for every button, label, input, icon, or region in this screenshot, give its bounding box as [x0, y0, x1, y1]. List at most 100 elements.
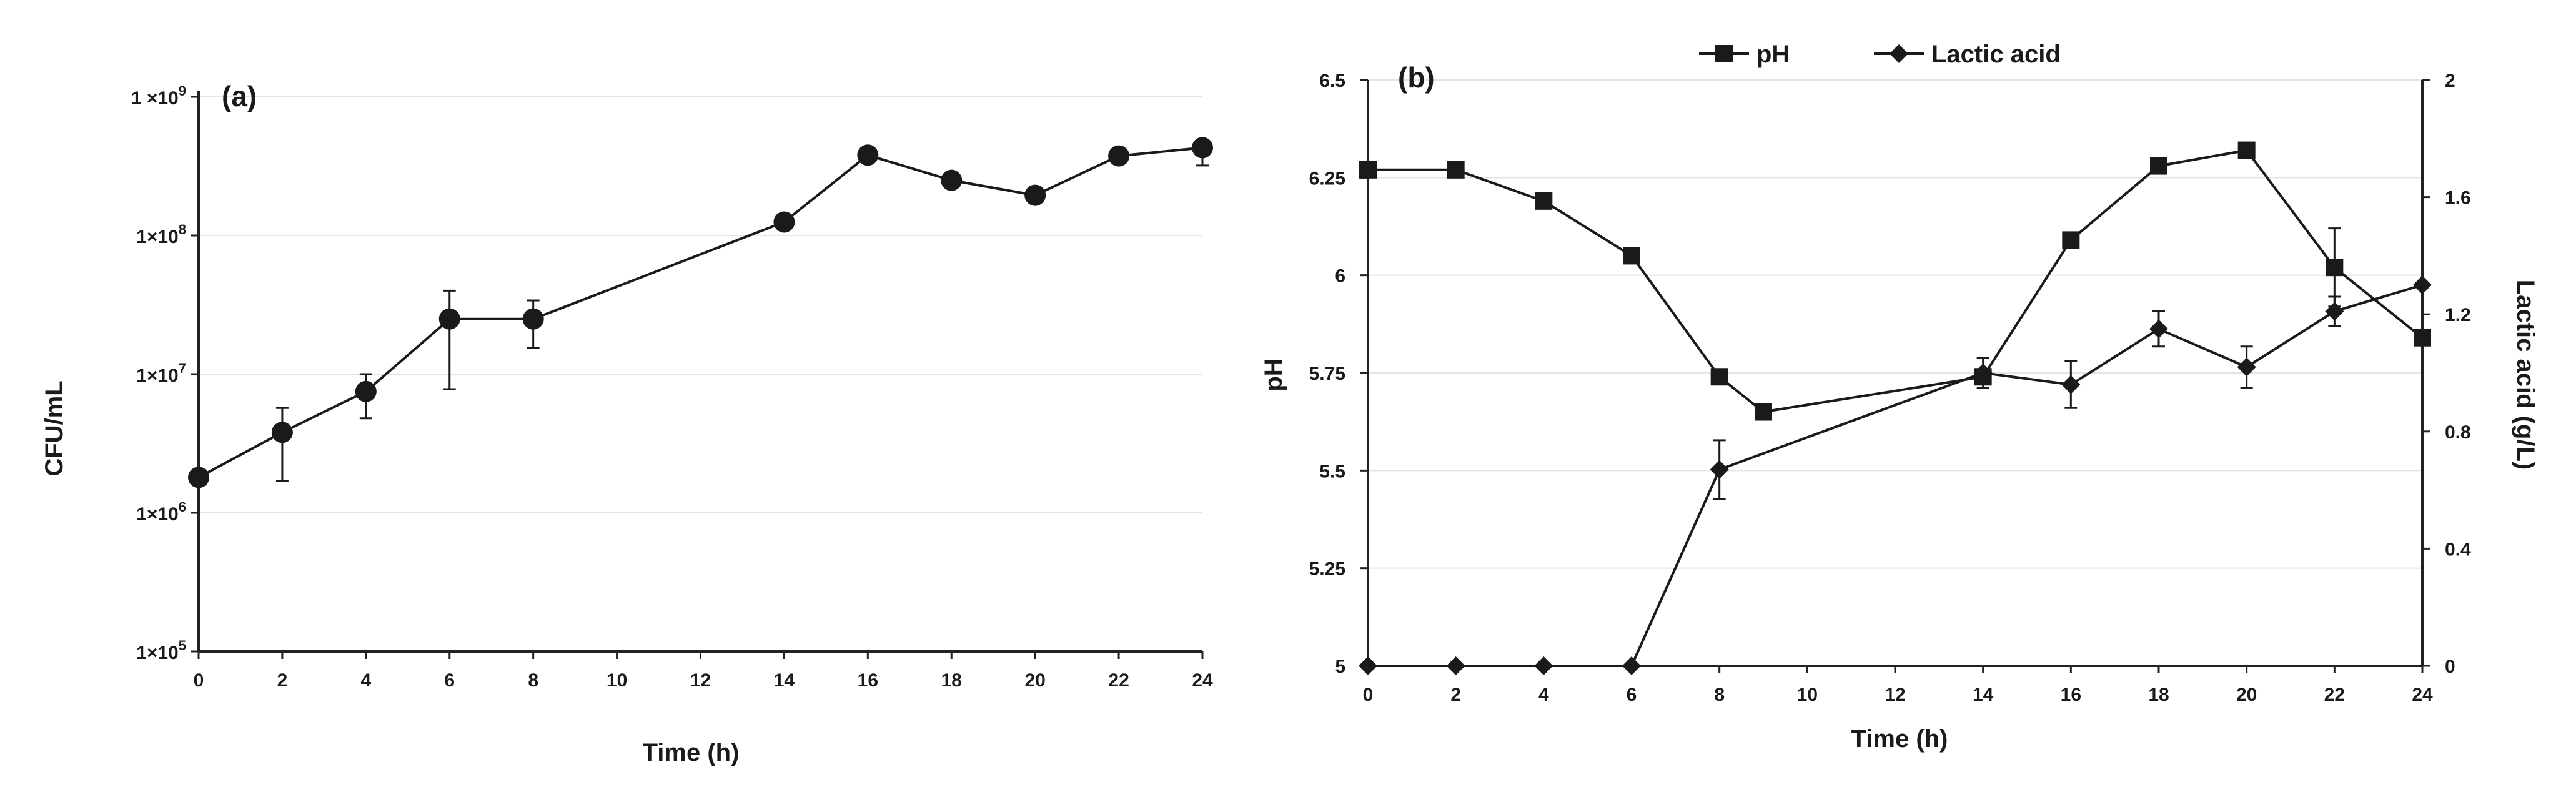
lactic-acid-data-point: [1622, 656, 1641, 675]
x-tick-label: 12: [1885, 685, 1905, 705]
panel-a-series: [188, 137, 1213, 488]
x-tick-label: 18: [2148, 685, 2169, 705]
panel-b-label: (b): [1398, 61, 1435, 94]
data-point: [1024, 184, 1046, 206]
legend-item-ph-marker: [1715, 45, 1733, 62]
x-tick-label: 14: [774, 670, 795, 691]
legend-item-lactic-acid-marker: [1890, 44, 1908, 63]
data-point: [355, 380, 377, 402]
y-tick-label: 1 ×109: [131, 83, 186, 109]
x-tick-label: 22: [2324, 685, 2345, 705]
panel-b-x-tick-labels: 0 2 4 6 8 10 12 14 16 18 20 22 24: [1363, 685, 2433, 705]
ph-data-point: [2414, 329, 2431, 347]
x-tick-label: 10: [1797, 685, 1818, 705]
x-tick-label: 2: [277, 670, 288, 691]
right-y-tick-label: 0.8: [2445, 422, 2471, 443]
right-y-tick-label: 0.4: [2445, 539, 2471, 560]
left-y-tick-label: 5: [1335, 656, 1345, 677]
left-y-tick-label: 6: [1335, 266, 1345, 287]
ph-data-point: [1623, 247, 1640, 265]
left-y-tick-label: 6.5: [1319, 71, 1345, 91]
x-tick-label: 4: [1538, 685, 1549, 705]
x-tick-label: 22: [1108, 670, 1129, 691]
x-tick-label: 6: [444, 670, 455, 691]
ph-data-point: [1755, 403, 1772, 421]
data-point: [773, 211, 795, 233]
x-tick-label: 2: [1450, 685, 1461, 705]
lactic-acid-data-point: [2413, 275, 2432, 295]
panel-b-x-axis-title: Time (h): [1851, 725, 1948, 753]
panel-a-label: (a): [222, 80, 257, 112]
data-point: [857, 144, 879, 166]
data-point: [271, 422, 293, 443]
x-tick-label: 6: [1627, 685, 1637, 705]
y-tick-label: 1×105: [136, 638, 186, 663]
data-point: [941, 169, 963, 191]
lactic-acid-data-point: [1534, 656, 1553, 675]
panel-b-right-y-tick-labels: 0 0.4 0.8 1.2 1.6 2: [2445, 71, 2471, 677]
panel-a-y-tick-labels: 1×105 1×106 1×107 1×108 1 ×109: [131, 83, 186, 663]
left-y-tick-label: 6.25: [1309, 168, 1345, 189]
x-tick-label: 14: [1973, 685, 1994, 705]
legend-item-ph-label: pH: [1756, 41, 1790, 68]
panel-b-left-y-tick-labels: 5 5.25 5.5 5.75 6 6.25 6.5: [1309, 71, 1345, 677]
x-tick-label: 16: [858, 670, 878, 691]
ph-data-point: [1535, 192, 1553, 210]
panel-a-x-axis-title: Time (h): [643, 739, 740, 766]
ph-data-point: [1359, 161, 1377, 179]
lactic-acid-data-point: [1973, 364, 1993, 382]
x-tick-label: 24: [1192, 670, 1213, 691]
x-tick-label: 0: [194, 670, 204, 691]
legend-item-lactic-acid: Lactic acid: [1874, 41, 2061, 68]
ph-data-point: [1710, 368, 1728, 386]
panel-b-left-y-axis-title: pH: [1260, 358, 1287, 391]
ph-data-point: [1447, 161, 1465, 179]
lactic-acid-data-point: [2061, 375, 2081, 394]
data-point: [1192, 137, 1213, 159]
x-tick-label: 20: [1024, 670, 1045, 691]
x-tick-label: 0: [1363, 685, 1374, 705]
chart-panel-b: 0 2 4 6 8 10 12 14 16 18 20 22 24 55.255.55.7566.256…: [1260, 41, 2539, 753]
left-y-tick-label: 5.5: [1319, 461, 1345, 482]
x-tick-label: 12: [690, 670, 711, 691]
panel-b-legend: pH Lactic acid: [1699, 41, 2061, 68]
ph-data-point: [2062, 231, 2080, 249]
data-point: [1108, 145, 1130, 167]
y-tick-label: 1×108: [136, 222, 186, 247]
lactic-acid-data-point: [2325, 302, 2344, 321]
right-y-tick-label: 1.2: [2445, 305, 2471, 325]
lactic-acid-data-point: [2149, 319, 2168, 339]
panel-a-x-tick-labels: 0 2 4 6 8 10 12 14 16 18 20 22 24: [194, 670, 1213, 691]
right-y-tick-label: 2: [2445, 71, 2455, 91]
x-tick-label: 24: [2412, 685, 2433, 705]
ph-data-point: [2237, 141, 2256, 159]
chart-panel-a: 0 2 4 6 8 10 12 14 16 18 20 22 24 1×1051×1061×1071×1…: [41, 80, 1213, 766]
lactic-acid-data-point: [1710, 460, 1729, 479]
ph-data-point: [2150, 157, 2167, 175]
x-tick-label: 10: [607, 670, 627, 691]
x-tick-label: 4: [360, 670, 371, 691]
right-y-tick-label: 0: [2445, 656, 2455, 677]
legend-item-lactic-acid-label: Lactic acid: [1931, 41, 2061, 68]
right-y-tick-label: 1.6: [2445, 188, 2471, 209]
panel-b-gridlines: [1368, 79, 2422, 666]
left-y-tick-label: 5.75: [1309, 364, 1345, 384]
x-tick-label: 20: [2236, 685, 2257, 705]
left-y-tick-label: 5.25: [1309, 559, 1345, 580]
panel-b-series: [1359, 141, 2432, 675]
y-tick-label: 1×106: [136, 499, 186, 525]
x-tick-label: 8: [528, 670, 538, 691]
ph-series-line: [1368, 149, 2424, 413]
panel-a-y-axis-title: CFU/mL: [41, 380, 68, 476]
ph-data-point: [2326, 259, 2344, 277]
x-tick-label: 16: [2061, 685, 2081, 705]
lactic-acid-data-point: [2237, 357, 2256, 377]
legend-item-ph: pH: [1699, 41, 1790, 68]
x-tick-label: 18: [941, 670, 962, 691]
panel-a-axes: [191, 91, 1204, 659]
panel-b-right-y-axis-title: Lactic acid (g/L): [2512, 280, 2539, 470]
lactic-acid-data-point: [1446, 656, 1465, 675]
x-tick-label: 8: [1714, 685, 1725, 705]
data-point: [522, 308, 544, 330]
